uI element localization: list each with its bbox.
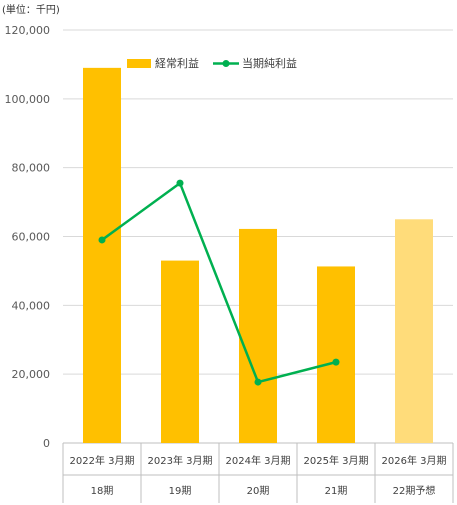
grid-lines bbox=[63, 29, 453, 444]
x-subcategory-label: 19期 bbox=[169, 485, 192, 497]
x-tick-label: 2023年 3月期 bbox=[148, 454, 213, 467]
y-tick-label: 20,000 bbox=[12, 368, 51, 381]
x-tick-label: 2024年 3月期 bbox=[226, 454, 291, 467]
x-subcategory-label: 18期 bbox=[91, 485, 114, 497]
line-series bbox=[98, 179, 340, 386]
bars bbox=[83, 67, 433, 443]
line-point bbox=[332, 358, 340, 366]
y-tick-label: 0 bbox=[43, 437, 50, 450]
x-subcategory-label: 22期予想 bbox=[393, 484, 436, 497]
legend-label-line: 当期純利益 bbox=[242, 56, 297, 70]
line-path bbox=[101, 181, 337, 384]
line-point bbox=[98, 236, 106, 244]
y-axis-ticks: 0 20,000 40,000 60,000 80,000 100,000 120,000 bbox=[5, 24, 51, 450]
bar bbox=[317, 266, 355, 443]
legend-swatch-bar bbox=[127, 59, 151, 68]
x-subcategory-label: 21期 bbox=[325, 485, 348, 497]
legend-swatch-marker bbox=[222, 60, 230, 67]
unit-label: (単位：千円) bbox=[2, 5, 60, 16]
y-tick-label: 120,000 bbox=[5, 24, 51, 37]
y-tick-label: 80,000 bbox=[12, 162, 51, 175]
line-point bbox=[176, 179, 184, 187]
bar bbox=[395, 219, 433, 443]
y-tick-label: 60,000 bbox=[12, 231, 51, 244]
legend: 経常利益 当期純利益 bbox=[127, 56, 297, 70]
x-subcategory-label: 20期 bbox=[247, 485, 270, 497]
bar bbox=[83, 67, 121, 443]
x-tick-label: 2026年 3月期 bbox=[382, 454, 447, 467]
x-tick-label: 2025年 3月期 bbox=[304, 454, 369, 467]
bar bbox=[239, 228, 277, 443]
x-tick-label: 2022年 3月期 bbox=[70, 454, 135, 467]
line-point bbox=[254, 378, 262, 386]
category-table: 2022年 3月期 2023年 3月期 2024年 3月期 2025年 3月期 2026… bbox=[62, 443, 454, 503]
y-tick-label: 100,000 bbox=[5, 93, 51, 106]
y-tick-label: 40,000 bbox=[12, 299, 51, 312]
legend-label-bar: 経常利益 bbox=[155, 56, 199, 70]
bar bbox=[161, 260, 199, 443]
